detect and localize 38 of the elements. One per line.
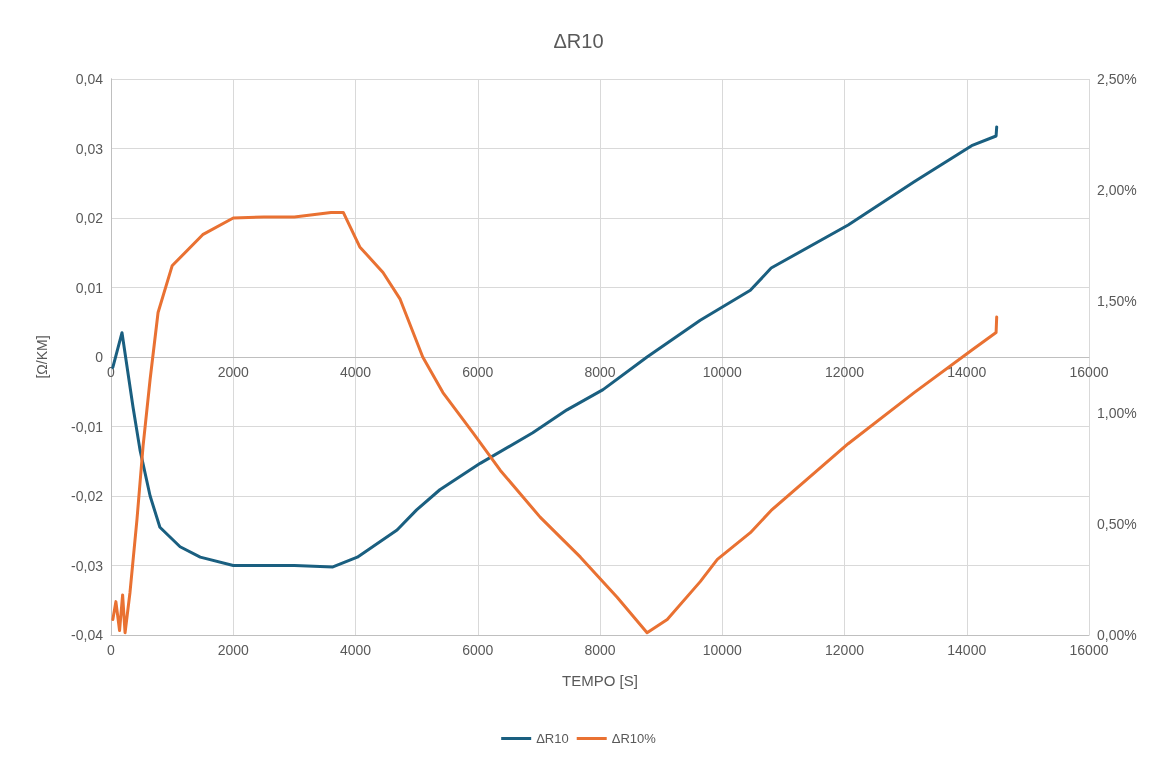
x-tick-label: 8000 [584,642,616,658]
y2-tick-label: 2,50% [1097,71,1137,87]
x-tick-label: 4000 [339,642,372,658]
y2-tick-label: 0,50% [1097,515,1137,532]
x-tick-label: 6000 [462,642,494,658]
y-tick-label: 0,02 [75,210,104,226]
x-tick-label: 0 [107,642,116,658]
y-axis-title: [Ω/KM] [34,335,50,379]
x2-tick-label: 0 [107,364,116,380]
x2-tick-label: 8000 [584,364,616,380]
y2-tick-label: 0,00% [1097,627,1137,643]
y-tick-label: 0,01 [75,279,104,296]
x2-tick-label: 2000 [217,364,250,380]
legend-label: ΔR10 [536,731,569,746]
x2-tick-label: 4000 [339,364,372,380]
y2-tick-label: 2,00% [1097,182,1137,199]
y-tick-label: -0,04 [71,627,104,643]
x-tick-label: 16000 [1069,642,1109,658]
y2-tick-label: 1,00% [1097,404,1137,421]
x-tick-label: 2000 [217,642,250,658]
y-tick-label: 0,04 [75,71,104,87]
chart-title: ΔR10 [553,30,604,52]
y-tick-label: 0 [95,349,104,365]
x2-tick-label: 16000 [1069,364,1109,380]
x-tick-label: 14000 [947,642,987,658]
y-tick-label: -0,03 [71,557,104,574]
y-tick-label: -0,01 [71,418,104,435]
x-axis-title: TEMPO [S] [562,672,638,689]
x2-tick-label: 12000 [825,364,865,380]
x2-tick-label: 6000 [462,364,494,380]
y2-tick-label: 1,50% [1097,293,1137,310]
x2-tick-label: 14000 [947,364,987,380]
x2-tick-label: 10000 [702,364,742,380]
y-tick-label: -0,02 [71,488,104,504]
y-tick-label: 0,03 [75,140,104,157]
legend-label: ΔR10% [611,731,657,746]
x-tick-label: 12000 [825,642,865,658]
x-tick-label: 10000 [702,642,742,658]
